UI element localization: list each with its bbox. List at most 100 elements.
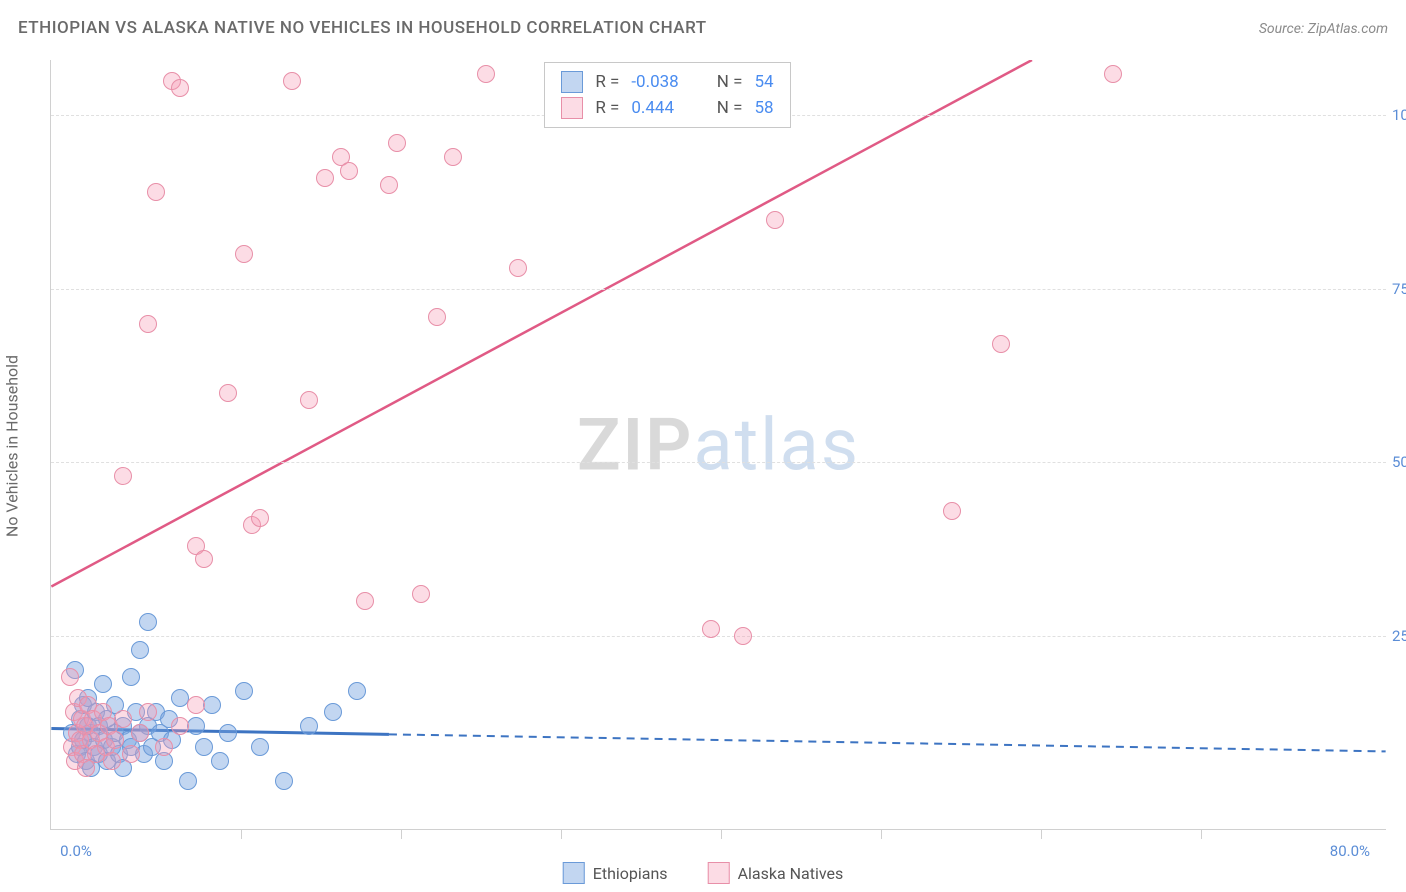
data-point bbox=[179, 772, 197, 790]
data-point bbox=[300, 717, 318, 735]
stat-r-label: R = bbox=[589, 69, 625, 95]
x-tick-label-min: 0.0% bbox=[60, 842, 92, 860]
data-point bbox=[428, 308, 446, 326]
y-axis-label: No Vehicles in Household bbox=[3, 355, 22, 537]
legend: Ethiopians Alaska Natives bbox=[563, 862, 844, 884]
data-point bbox=[94, 675, 112, 693]
data-point bbox=[412, 585, 430, 603]
data-point bbox=[766, 211, 784, 229]
x-minor-tick bbox=[881, 829, 883, 839]
data-point bbox=[388, 134, 406, 152]
legend-swatch bbox=[561, 97, 583, 119]
data-point bbox=[219, 384, 237, 402]
x-minor-tick bbox=[721, 829, 723, 839]
stat-n-value: 54 bbox=[748, 69, 779, 95]
stat-n-label: N = bbox=[711, 95, 749, 121]
data-point bbox=[300, 391, 318, 409]
x-minor-tick bbox=[1201, 829, 1203, 839]
data-point bbox=[131, 724, 149, 742]
y-tick-label: 25.0% bbox=[1392, 627, 1406, 645]
y-tick-label: 50.0% bbox=[1392, 453, 1406, 471]
data-point bbox=[943, 502, 961, 520]
legend-item: Alaska Natives bbox=[708, 862, 844, 884]
chart-title: ETHIOPIAN VS ALASKA NATIVE NO VEHICLES I… bbox=[18, 18, 707, 38]
data-point bbox=[380, 176, 398, 194]
legend-swatch bbox=[561, 71, 583, 93]
data-point bbox=[992, 335, 1010, 353]
legend-item: Ethiopians bbox=[563, 862, 668, 884]
x-minor-tick bbox=[1041, 829, 1043, 839]
y-tick-label: 100.0% bbox=[1392, 106, 1406, 124]
stats-table: R =-0.038 N =54 R =0.444 N =58 bbox=[555, 69, 779, 121]
x-minor-tick bbox=[401, 829, 403, 839]
data-point bbox=[444, 148, 462, 166]
data-point bbox=[356, 592, 374, 610]
data-point bbox=[702, 620, 720, 638]
data-point bbox=[235, 682, 253, 700]
gridline bbox=[51, 462, 1386, 463]
watermark-text-1: ZIP bbox=[577, 402, 693, 487]
data-point bbox=[219, 724, 237, 742]
data-point bbox=[211, 752, 229, 770]
stat-n-label: N = bbox=[711, 69, 749, 95]
data-point bbox=[131, 641, 149, 659]
data-point bbox=[251, 738, 269, 756]
data-point bbox=[251, 509, 269, 527]
data-point bbox=[316, 169, 334, 187]
scatter-plot: ZIPatlas 25.0%50.0%75.0%100.0% bbox=[50, 60, 1386, 830]
stat-n-value: 58 bbox=[748, 95, 779, 121]
data-point bbox=[187, 717, 205, 735]
x-minor-tick bbox=[561, 829, 563, 839]
stats-row: R =-0.038 N =54 bbox=[555, 69, 779, 95]
gridline bbox=[51, 636, 1386, 637]
stat-r-label: R = bbox=[589, 95, 625, 121]
data-point bbox=[340, 162, 358, 180]
stats-row: R =0.444 N =58 bbox=[555, 95, 779, 121]
stat-r-value: 0.444 bbox=[625, 95, 684, 121]
data-point bbox=[114, 710, 132, 728]
stat-r-value: -0.038 bbox=[625, 69, 684, 95]
x-tick-label-max: 80.0% bbox=[1330, 842, 1370, 860]
gridline bbox=[51, 289, 1386, 290]
data-point bbox=[155, 738, 173, 756]
legend-label: Alaska Natives bbox=[738, 864, 844, 883]
data-point bbox=[734, 627, 752, 645]
data-point bbox=[324, 703, 342, 721]
data-point bbox=[147, 183, 165, 201]
trend-line bbox=[51, 60, 1032, 587]
data-point bbox=[139, 613, 157, 631]
data-point bbox=[275, 772, 293, 790]
legend-swatch bbox=[563, 862, 585, 884]
x-minor-tick bbox=[241, 829, 243, 839]
data-point bbox=[171, 717, 189, 735]
data-point bbox=[348, 682, 366, 700]
data-point bbox=[283, 72, 301, 90]
source-attribution: Source: ZipAtlas.com bbox=[1259, 21, 1388, 37]
data-point bbox=[139, 315, 157, 333]
data-point bbox=[187, 696, 205, 714]
data-point bbox=[139, 703, 157, 721]
trend-lines-layer bbox=[51, 60, 1386, 829]
trend-line-dashed bbox=[389, 734, 1386, 751]
correlation-stats-box: R =-0.038 N =54 R =0.444 N =58 bbox=[544, 62, 790, 128]
data-point bbox=[106, 731, 124, 749]
y-tick-label: 75.0% bbox=[1392, 280, 1406, 298]
legend-swatch bbox=[708, 862, 730, 884]
data-point bbox=[122, 745, 140, 763]
data-point bbox=[171, 79, 189, 97]
watermark: ZIPatlas bbox=[577, 402, 860, 487]
data-point bbox=[195, 738, 213, 756]
data-point bbox=[103, 752, 121, 770]
watermark-text-2: atlas bbox=[693, 402, 860, 487]
data-point bbox=[195, 550, 213, 568]
data-point bbox=[203, 696, 221, 714]
legend-label: Ethiopians bbox=[593, 864, 668, 883]
data-point bbox=[477, 65, 495, 83]
data-point bbox=[235, 245, 253, 263]
data-point bbox=[122, 668, 140, 686]
data-point bbox=[61, 668, 79, 686]
data-point bbox=[114, 467, 132, 485]
data-point bbox=[509, 259, 527, 277]
title-bar: ETHIOPIAN VS ALASKA NATIVE NO VEHICLES I… bbox=[18, 18, 1388, 38]
data-point bbox=[1104, 65, 1122, 83]
